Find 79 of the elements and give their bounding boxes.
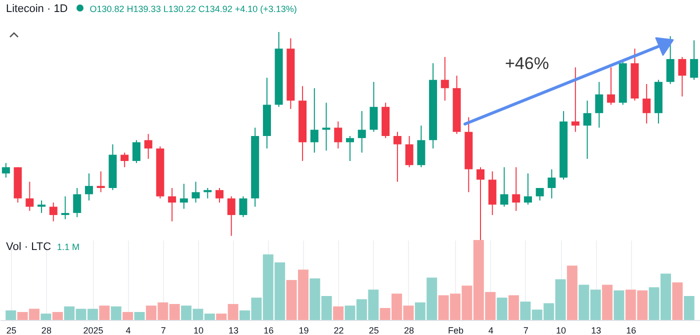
candlestick — [2, 162, 10, 178]
candlestick — [607, 66, 616, 106]
x-tick-label: 16 — [626, 326, 636, 335]
candlestick — [595, 81, 604, 128]
candlestick — [120, 152, 129, 168]
bar — [566, 266, 578, 320]
candlestick — [334, 120, 342, 149]
candlestick — [440, 56, 449, 102]
x-tick-label: Feb — [448, 326, 464, 335]
candlestick — [49, 202, 58, 222]
candlestick — [346, 136, 354, 162]
candlestick — [571, 66, 580, 132]
chart-title: Litecoin · 1D — [6, 3, 68, 15]
bar — [40, 314, 52, 320]
candlestick — [642, 84, 651, 124]
candlestick — [524, 172, 532, 206]
bar — [496, 298, 508, 320]
candlestick — [358, 110, 366, 154]
chart-title: Vol · LTC — [6, 241, 52, 253]
bar — [602, 284, 613, 320]
candlestick — [227, 196, 236, 236]
candlestick — [405, 136, 414, 168]
x-tick-label: 13 — [228, 326, 239, 335]
bar — [684, 296, 694, 320]
candlestick — [144, 133, 152, 160]
candlestick — [132, 140, 140, 164]
x-tick-label: 22 — [334, 326, 344, 335]
x-tick-label: 16 — [264, 326, 274, 335]
candlestick — [666, 36, 674, 84]
bar — [333, 306, 344, 320]
candlestick — [38, 200, 46, 214]
bar — [99, 306, 110, 320]
candlestick — [96, 170, 105, 193]
x-tick-label: 25 — [368, 326, 379, 335]
x-tick-label: 10 — [193, 326, 204, 335]
x-tick-label: 7 — [523, 326, 528, 335]
x-tick-label: 7 — [160, 326, 166, 335]
candlestick — [73, 188, 82, 218]
candlestick — [393, 131, 402, 182]
candlestick — [180, 183, 188, 210]
x-tick-label: 28 — [404, 326, 414, 335]
bar — [508, 295, 519, 320]
candlestick — [678, 56, 686, 97]
candlestick — [500, 166, 508, 208]
x-tick-label: 10 — [556, 326, 566, 335]
candlestick — [215, 188, 224, 204]
x-tick-label: 13 — [591, 326, 602, 335]
candlestick — [61, 196, 70, 220]
candlestick — [26, 181, 34, 212]
candlestick — [536, 188, 544, 201]
chart-subtitle: 1.1 M — [57, 242, 80, 252]
candlestick — [548, 168, 556, 199]
candlestick — [583, 100, 592, 160]
candlestick — [84, 172, 93, 201]
x-tick-label: 4 — [126, 326, 131, 335]
candlestick — [512, 166, 520, 212]
candlestick — [370, 81, 378, 132]
x-tick-label: 2025 — [83, 326, 104, 335]
bar — [52, 312, 63, 320]
x-tick-label: 4 — [488, 326, 494, 335]
candlestick — [239, 196, 248, 218]
x-tick-label: 28 — [41, 326, 52, 335]
bar — [110, 306, 122, 320]
candlestick — [168, 188, 176, 222]
x-tick-label: 19 — [298, 326, 309, 335]
candlestick — [476, 166, 485, 240]
x-tick-label: 25 — [6, 326, 16, 335]
candlestick — [690, 40, 698, 80]
chart-subtitle: O130.82 H139.33 L130.22 C134.92 +4.10 (+3.13%) — [90, 4, 297, 14]
bar — [614, 290, 624, 320]
candlestick — [310, 88, 318, 154]
bar — [672, 282, 683, 320]
candlestick — [322, 102, 330, 152]
annotation: +46% — [505, 54, 549, 74]
bar — [122, 312, 134, 320]
bar — [6, 310, 16, 320]
candlestick — [192, 181, 200, 204]
bar — [134, 312, 145, 320]
candlestick — [204, 188, 212, 199]
